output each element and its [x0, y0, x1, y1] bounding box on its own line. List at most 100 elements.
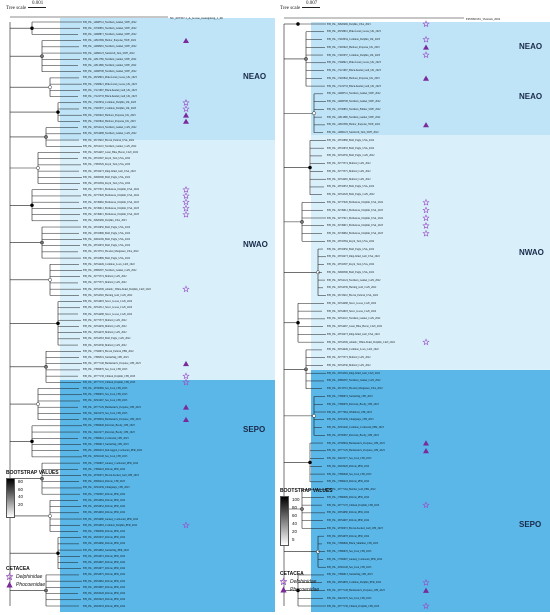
- reference-label: EPI3990181_Vietnam_2004: [466, 17, 501, 21]
- bootstrap-ticks: 100 80 60 40 20 5: [292, 496, 300, 544]
- delphinidae-star-marker: [422, 229, 430, 237]
- tip-label: EPI_ISL_18054997_Pelican_PER_2022: [83, 561, 126, 564]
- tip-label: EPI_ISL_18760067_Peruvian_Booby_CHI_2023: [327, 433, 379, 437]
- tip-label: EPI_ISL_18332950_Bald_Eagle_USA_2022: [83, 225, 131, 229]
- tip-label: EPI_ISL_19749915_Bottlenose_Dolphin_USA_…: [327, 224, 383, 228]
- tip-label: EPI_ISL_19354539_Herring_Gull_CAN_2022: [327, 286, 377, 290]
- delphinidae-star-marker: [422, 501, 430, 509]
- tip-label: EPI_ISL_19737015_Bottlenose_Dolphin_USA_…: [327, 216, 383, 220]
- bootstrap-node: [40, 54, 44, 58]
- tip-label: EPI_ISL_18054962_Pelican_PER_2022: [83, 579, 126, 583]
- tip-label: EPI_ISL_18263428_Pelican_PER_2022: [83, 592, 126, 596]
- tip-label: EPI_ISL_19362148_Sea_Lion_CHI_2023: [327, 565, 372, 569]
- delphinidae-star-marker: [422, 51, 430, 59]
- star-icon: [6, 573, 13, 580]
- phocoenidae-triangle-marker: [423, 587, 429, 593]
- nwao-band: [311, 135, 550, 370]
- tip-label: EPI_ISL_18054978_Pelican_PER_2022: [327, 534, 370, 538]
- tip-label: EPI_ISL_18332473_Ring-billed_Gull_USA_20…: [327, 255, 380, 259]
- bootstrap-node: [48, 278, 52, 282]
- tip-label: EPI_ISL_18768004_Burmeister's_Porpoise_C…: [83, 418, 141, 422]
- tip-label: EPI_ISL_18332933_Bald_Eagle_USA_2022: [83, 244, 131, 248]
- neao-band: [311, 22, 550, 40]
- tip-label: EPI_ISL_17465037_Common_Dolphin_UK_2023: [83, 107, 137, 111]
- delphinidae-star-marker: [422, 206, 430, 214]
- tree-scale-value: 0.007: [306, 1, 318, 6]
- right-tree-panel: Tree scale 0.007 EPI3990181_Vietnam_2004…: [276, 0, 550, 615]
- tip-label: EPI_ISL_17221667_Black-headed_Gull_UK_20…: [327, 69, 381, 73]
- bootstrap-node: [304, 57, 308, 61]
- tip-label: EPI_ISL_18777170_Chilean_Dolphin_CHI_202…: [83, 380, 136, 384]
- bootstrap-tick: 100: [292, 497, 300, 502]
- tip-label: EPI_ISL_18263437_Pelican_PER_2022: [83, 536, 126, 540]
- tip-label: EPI_ISL_18600424_Pelican_CHI_2023: [83, 480, 125, 484]
- reference-label: NC_007357.1_A_Goose_Guangdong_1_96: [170, 16, 223, 20]
- cetacea-legend-title: CETACEA: [280, 571, 304, 577]
- tip-label: EPI_ISL_19820469_Dolphin_USA_2023: [83, 219, 127, 223]
- tip-label: EPI_ISL_19391467_Sea_Lion_CHI_2023: [83, 399, 128, 403]
- tip-label: EPI_ISL_18332950_Bald_Eagle_USA_2022: [327, 247, 375, 251]
- legend-delphinidae: Delphinidae: [6, 573, 45, 580]
- tip-label: EPI_ISL_19606596_Bald_Eagle_USA_2022: [83, 175, 131, 179]
- bootstrap-node: [56, 321, 60, 326]
- tip-label: EPI_ISL_19749912_Bottlenose_Dolphin_USA_…: [83, 206, 139, 210]
- phocoenidae-triangle-marker: [183, 404, 189, 410]
- tip-label: EPI_ISL_19749915_Bottlenose_Dolphin_USA_…: [83, 213, 139, 217]
- left-tree-panel: Tree scale 0.001 NC_007357.1_A_Goose_Gua…: [6, 1, 275, 612]
- bootstrap-tick: 60: [18, 486, 24, 492]
- tip-label: EPI_ISL_18054977_Pelican_PER_2022: [83, 567, 126, 571]
- tip-label: EPI_ISL_19354124_Northern_Gannet_CAN_202…: [327, 278, 381, 282]
- tip-label: EPI_ISL_18054997_Pelican_PER_2022: [327, 519, 370, 523]
- bootstrap-tick: 40: [292, 521, 298, 526]
- tip-label: EPI_ISL_19354603_Snow_Goose_CAN_2022: [83, 300, 133, 304]
- tip-label: EPI_ISL_17560067_Pelican_PER_2022: [83, 492, 126, 496]
- delphinidae-star-marker: [182, 198, 190, 206]
- bootstrap-node: [48, 514, 52, 518]
- tip-label: EPI_ISL_18263428_Pelican_PER_2022: [327, 464, 370, 468]
- tip-label: EPI_ISL_19354465_Mallard_CAN_2022: [327, 177, 371, 181]
- tip-label: EPI_ISL_18054972_Pelican_PER_2022: [83, 554, 126, 558]
- bootstrap-node: [304, 367, 308, 372]
- tip-label: EPI_ISL_19354449_Common_Loon_CAN_2022: [327, 348, 379, 352]
- bootstrap-node: [44, 135, 48, 139]
- tip-label: EPI_ISL_18332953_Bald_Eagle_USA_2022: [327, 185, 375, 189]
- tip-label: EPI_ISL_18054975_Pelican_PER_2022: [83, 573, 126, 577]
- tip-label: EPI_ISL_18777129_Burmeister's_Porpoise_C…: [83, 405, 141, 409]
- tip-label: EPI_ISL_18332473_Ring-billed_Gull_USA_20…: [327, 332, 380, 336]
- tip-label: EPI_ISL_18133410_Brown_Pelican_USA_2022: [327, 294, 379, 298]
- tip-label: EPI_ISL_17869913_Sanderling_CHI_2023: [327, 573, 373, 577]
- tip-label: EPI_ISL_17468921_Pink-footed_Goose_UK_20…: [83, 82, 137, 86]
- tip-label: EPI_ISL_19775375_Mallard_CAN_2022: [327, 169, 371, 173]
- tree-scale-label: Tree scale: [6, 6, 27, 11]
- tip-label: EPI_ISL_17224733_Black-headed_Gull_UK_20…: [83, 95, 137, 99]
- sepo-band: [60, 380, 275, 612]
- tip-label: EPI_ISL_17869976_Peruvian_Booby_CHI_2023: [327, 402, 379, 406]
- tip-label: EPI_ISL_14998481_Northern_Gannet_SWE_202…: [83, 45, 137, 49]
- bootstrap-node: [44, 588, 48, 593]
- phocoenidae-triangle-marker: [423, 75, 429, 81]
- tip-label: EPI_ISL_14810369_Harbor_Porpoise_SWE_202…: [83, 39, 137, 43]
- tip-label: EPI_ISL_17463034_Common_Dolphin_UK_2023: [83, 101, 137, 105]
- tip-label: EPI_ISL_18054984_Pelican_PER_2022: [83, 498, 126, 502]
- tip-label: EPI_ISL_18777138_Chilean_Dolphin_CHI_202…: [83, 374, 136, 378]
- tip-label: EPI_ISL_19354459_Mallard_CAN_2022: [83, 324, 127, 328]
- delphinidae-star-marker: [422, 20, 430, 28]
- neao-band: [311, 40, 550, 135]
- tip-label: EPI_ISL_17866974_Sanderling_CHI_2023: [327, 394, 373, 398]
- tip-label: EPI_ISL_18777138_Chilean_Dolphin_CHI_202…: [327, 604, 380, 608]
- tip-label: EPI_ISL_18332896_Bald_Eagle_USA_2022: [83, 231, 131, 235]
- tip-label: EPI_ISL_17566974_Brown_Pelican_PER_2022: [83, 349, 134, 353]
- tip-label: EPI_ISL_18332869_Bald_Eagle_USA_2022: [83, 256, 131, 260]
- delphinidae-star-marker: [422, 221, 430, 229]
- tip-label: EPI_ISL_14998708_Northern_Gannet_SWE_202…: [327, 100, 381, 104]
- bootstrap-node: [40, 476, 44, 481]
- tip-label: EPI_ISL_18777148_Burmeister's_Porpoise_C…: [327, 588, 385, 592]
- tip-label: EPI_ISL_14811896_Northern_Gannet_SWE_202…: [83, 63, 137, 67]
- legend-phocoenidae-label: Phocoenidae: [290, 586, 320, 593]
- tip-label: EPI_ISL_17465037_Common_Dolphin_UK_2023: [327, 53, 381, 57]
- tip-label: EPI_ISL_18332397_Royal_Tern_USA_2022: [83, 157, 131, 161]
- tip-label: EPI_ISL_18760069_Sea_Lion_CHI_2023: [83, 387, 128, 391]
- legend-phocoenidae-label: Phocoenidae: [16, 581, 46, 588]
- phocoenidae-triangle-marker: [183, 118, 189, 124]
- triangle-icon: [6, 581, 13, 588]
